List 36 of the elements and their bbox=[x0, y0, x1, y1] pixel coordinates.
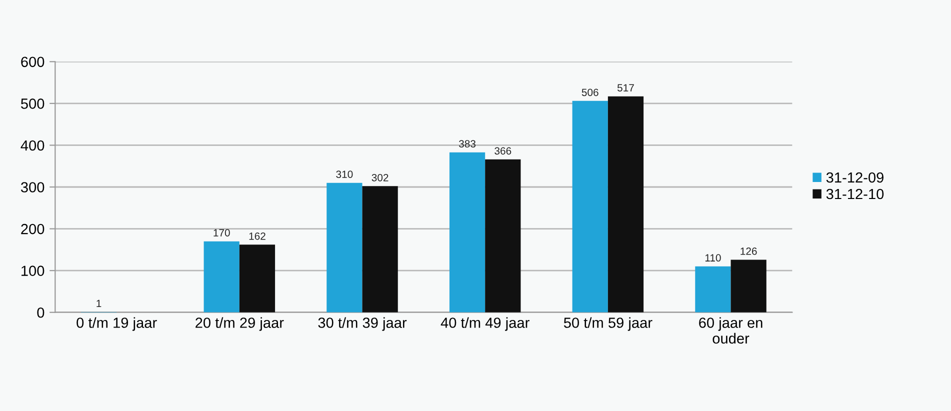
y-tick-label: 300 bbox=[20, 182, 44, 192]
x-tick-label: 20 t/m 29 jaar bbox=[196, 317, 284, 331]
bar bbox=[362, 186, 398, 312]
y-tick-label: 500 bbox=[20, 98, 44, 109]
data-label: 126 bbox=[740, 248, 757, 255]
bar bbox=[608, 96, 644, 312]
data-label: 366 bbox=[494, 147, 512, 155]
bar bbox=[239, 244, 276, 312]
data-label: 517 bbox=[617, 84, 634, 92]
data-label: 1 bbox=[96, 300, 102, 308]
data-label: 302 bbox=[372, 174, 388, 182]
bar bbox=[449, 152, 486, 312]
data-label: 310 bbox=[336, 170, 353, 178]
data-label: 162 bbox=[249, 232, 266, 240]
x-tick-label: 60 jaar en ouder bbox=[699, 317, 762, 344]
data-label: 170 bbox=[214, 229, 230, 236]
legend-label: 31-12-09 bbox=[826, 172, 884, 183]
y-tick-label: 400 bbox=[20, 140, 44, 151]
y-tick-label: 200 bbox=[21, 224, 44, 234]
legend-label: 31-12-10 bbox=[826, 188, 884, 200]
bar bbox=[730, 260, 766, 312]
x-tick-label: 50 t/m 59 jaar bbox=[564, 317, 652, 331]
bar bbox=[572, 100, 608, 312]
bar bbox=[695, 266, 731, 312]
data-label: 110 bbox=[705, 254, 721, 262]
data-label: 383 bbox=[458, 140, 476, 148]
x-tick-label: 40 t/m 49 jaar bbox=[440, 317, 530, 331]
bar bbox=[204, 241, 240, 312]
y-tick-label: 0 bbox=[37, 307, 44, 318]
y-tick-label: 600 bbox=[21, 56, 44, 68]
x-tick-label: 30 t/m 39 jaar bbox=[318, 317, 407, 331]
x-tick-label: 0 t/m 19 jaar bbox=[76, 317, 157, 331]
bar bbox=[326, 182, 362, 312]
bar bbox=[485, 159, 521, 312]
data-label: 506 bbox=[582, 88, 598, 96]
y-tick-label: 100 bbox=[22, 266, 44, 276]
